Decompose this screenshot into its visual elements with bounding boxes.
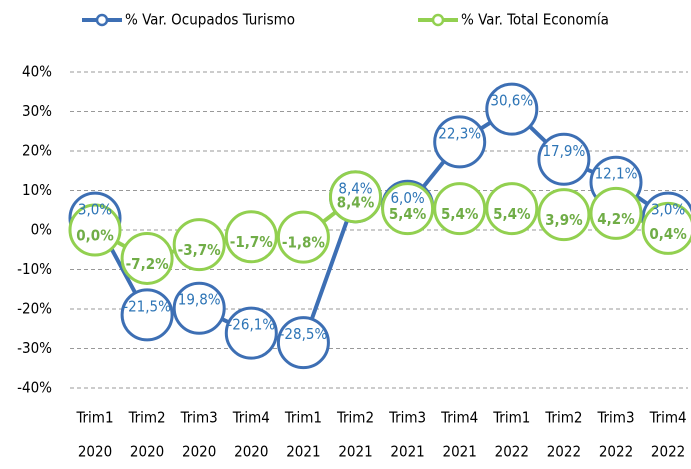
y-tick-label: 0%: [31, 221, 53, 239]
x-tick-label: 2021: [286, 443, 320, 461]
point-marker: [485, 82, 539, 136]
point-marker: [120, 288, 174, 342]
point-marker: [276, 210, 330, 264]
data-label: -3,7%: [178, 241, 222, 259]
x-tick-label: 2022: [651, 443, 685, 461]
point-marker: [172, 281, 226, 335]
data-label: 8,4%: [337, 193, 375, 211]
x-tick-label: 2020: [78, 443, 112, 461]
data-label: 5,4%: [493, 205, 531, 223]
x-tick-label: 2022: [599, 443, 633, 461]
point-marker: [381, 182, 435, 236]
x-tick-label: Trim1: [75, 409, 113, 427]
data-label: 30,6%: [490, 92, 533, 110]
data-label: -28,5%: [280, 325, 328, 343]
x-tick-label: Trim4: [649, 409, 687, 427]
data-label: 19,8%: [178, 291, 221, 309]
data-label: 12,1%: [595, 165, 638, 183]
y-tick-label: 30%: [22, 102, 52, 120]
x-tick-label: Trim2: [336, 409, 374, 427]
x-tick-label: Trim1: [284, 409, 322, 427]
point-marker: [224, 210, 278, 264]
x-tick-label: 2022: [547, 443, 581, 461]
legend-marker: [95, 13, 109, 27]
point-marker: [537, 188, 591, 242]
point-marker: [641, 201, 691, 255]
point-marker: [224, 306, 278, 360]
point-marker: [485, 182, 539, 236]
x-tick-label: Trim4: [440, 409, 478, 427]
point-marker: [537, 132, 591, 186]
x-tick-label: Trim2: [128, 409, 166, 427]
x-tick-label: 2020: [182, 443, 216, 461]
point-marker: [172, 218, 226, 272]
x-tick-label: Trim1: [492, 409, 530, 427]
data-label: 4,2%: [597, 210, 635, 228]
data-label: -1,8%: [282, 234, 326, 252]
y-tick-label: 40%: [22, 63, 52, 81]
legend-marker: [431, 13, 445, 27]
x-tick-label: 2020: [130, 443, 164, 461]
data-label: 17,9%: [542, 142, 585, 160]
point-marker: [433, 115, 487, 169]
data-label: 22,3%: [438, 124, 481, 142]
data-label: 3,0%: [78, 201, 112, 219]
x-tick-label: 2021: [443, 443, 477, 461]
data-label: -21,5%: [123, 297, 171, 315]
point-marker: [433, 182, 487, 236]
x-tick-label: 2022: [495, 443, 529, 461]
point-marker: [120, 231, 174, 285]
point-marker: [68, 203, 122, 257]
x-tick-label: Trim2: [544, 409, 582, 427]
legend-label: % Var. Total Economía: [461, 11, 609, 29]
data-label: 0,0%: [76, 227, 114, 245]
x-tick-label: 2020: [234, 443, 268, 461]
x-tick-label: Trim3: [388, 409, 426, 427]
data-label: 3,9%: [545, 211, 583, 229]
y-tick-label: -10%: [17, 260, 52, 278]
data-label: 6,0%: [390, 189, 424, 207]
x-tick-label: Trim3: [596, 409, 634, 427]
data-label: 8,4%: [338, 179, 372, 197]
data-label: 3,0%: [651, 201, 685, 219]
x-tick-label: 2021: [338, 443, 372, 461]
x-tick-label: 2021: [390, 443, 424, 461]
point-marker: [589, 186, 643, 240]
data-label: -26,1%: [227, 316, 275, 334]
y-tick-label: 20%: [22, 142, 52, 160]
x-tick-label: Trim3: [180, 409, 218, 427]
point-marker: [329, 170, 382, 224]
data-label: 0,4%: [649, 225, 687, 243]
y-tick-label: 10%: [22, 181, 52, 199]
y-tick-label: -30%: [17, 339, 52, 357]
data-label: -7,2%: [126, 255, 170, 273]
data-label: 5,4%: [441, 205, 479, 223]
legend-label: % Var. Ocupados Turismo: [125, 11, 295, 29]
y-tick-label: -40%: [17, 379, 52, 397]
data-label: 5,4%: [389, 205, 427, 223]
x-tick-label: Trim4: [232, 409, 270, 427]
y-tick-label: -20%: [17, 300, 52, 318]
data-label: -1,7%: [230, 233, 274, 251]
point-marker: [276, 316, 330, 370]
